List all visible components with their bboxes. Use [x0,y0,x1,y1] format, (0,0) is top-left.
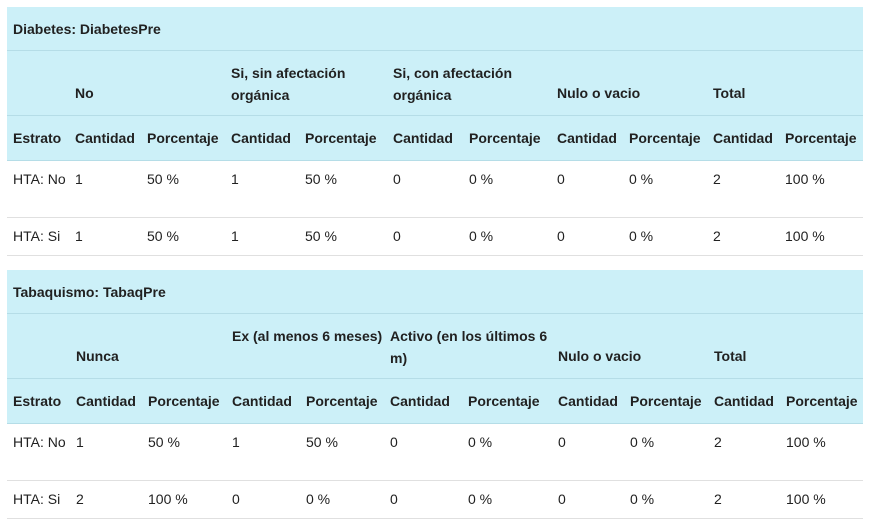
table-cell: 100 % [780,480,864,519]
column-header: Porcentaje [780,378,864,424]
column-header: Cantidad [384,378,462,424]
column-header: Cantidad [551,115,623,161]
table-cell: 0 [384,423,462,481]
table-cell: 1 [225,217,299,256]
table-cell: 2 [708,480,780,519]
group-header-empty [7,313,70,379]
table-cell: 100 % [779,217,864,256]
group-header: Nulo o vacio [552,313,708,379]
group-header-empty [7,50,69,116]
column-header: Cantidad [70,378,142,424]
group-header: Ex (al menos 6 meses) [226,313,384,379]
column-header: Cantidad [225,115,299,161]
group-header: Activo (en los últimos 6 m) [384,313,552,379]
table-cell: 2 [707,217,779,256]
table-row: HTA: Si 1 50 % 1 50 % 0 0 % 0 0 % 2 100 … [7,217,864,256]
table-cell: HTA: No [7,160,69,218]
table-cell: 0 % [462,423,552,481]
table-cell: 0 % [623,160,707,218]
table-cell: 0 % [462,480,552,519]
column-header: Porcentaje [141,115,225,161]
table-cell: 1 [226,423,300,481]
table-cell: 2 [70,480,142,519]
table-cell: 0 [387,217,463,256]
column-header: Estrato [7,378,70,424]
column-header: Cantidad [69,115,141,161]
column-header: Porcentaje [624,378,708,424]
table-cell: 2 [708,423,780,481]
table-cell: 100 % [779,160,864,218]
table-diabetes-wrap: Diabetes: DiabetesPre No Si, sin afectac… [7,7,864,256]
table-cell: 50 % [299,217,387,256]
column-header: Cantidad [387,115,463,161]
table-cell: 1 [70,423,142,481]
group-header: Nulo o vacio [551,50,707,116]
table-cell: HTA: No [7,423,70,481]
column-header: Porcentaje [779,115,864,161]
table-title: Diabetes: DiabetesPre [7,7,864,51]
table-cell: 0 % [624,423,708,481]
table-cell: 1 [225,160,299,218]
stats-table-diabetes: Diabetes: DiabetesPre No Si, sin afectac… [7,7,864,256]
table-cell: 50 % [299,160,387,218]
table-row: HTA: No 1 50 % 1 50 % 0 0 % 0 0 % 2 100 … [7,423,864,481]
column-header: Porcentaje [463,115,551,161]
column-header: Estrato [7,115,69,161]
column-header: Porcentaje [299,115,387,161]
group-header: Nunca [70,313,226,379]
table-cell: 50 % [141,160,225,218]
column-header: Porcentaje [623,115,707,161]
table-cell: HTA: Si [7,217,69,256]
group-header: Total [708,313,864,379]
table-cell: 0 [384,480,462,519]
table-cell: 0 % [300,480,384,519]
table-cell: 0 % [624,480,708,519]
table-cell: 0 [551,160,623,218]
table-title: Tabaquismo: TabaqPre [7,270,864,314]
table-cell: 0 [551,217,623,256]
group-header: No [69,50,225,116]
table-cell: 0 [552,423,624,481]
column-header: Porcentaje [300,378,384,424]
group-header: Si, con afectación orgánica [387,50,551,116]
group-header: Si, sin afectación orgánica [225,50,387,116]
table-cell: 50 % [141,217,225,256]
table-cell: 50 % [142,423,226,481]
column-header: Cantidad [707,115,779,161]
table-cell: 50 % [300,423,384,481]
column-header: Cantidad [552,378,624,424]
table-cell: 0 % [463,217,551,256]
column-header: Porcentaje [142,378,226,424]
table-cell: 0 % [623,217,707,256]
table-cell: 1 [69,160,141,218]
table-cell: 0 [226,480,300,519]
table-cell: HTA: Si [7,480,70,519]
table-tabaquismo-wrap: Tabaquismo: TabaqPre Nunca Ex (al menos … [7,270,864,519]
column-header: Cantidad [226,378,300,424]
table-row: HTA: Si 2 100 % 0 0 % 0 0 % 0 0 % 2 100 … [7,480,864,519]
table-cell: 100 % [142,480,226,519]
table-row: HTA: No 1 50 % 1 50 % 0 0 % 0 0 % 2 100 … [7,160,864,218]
stats-table-tabaquismo: Tabaquismo: TabaqPre Nunca Ex (al menos … [7,270,864,519]
table-cell: 0 [387,160,463,218]
table-cell: 2 [707,160,779,218]
column-header: Cantidad [708,378,780,424]
group-header: Total [707,50,864,116]
column-header: Porcentaje [462,378,552,424]
table-cell: 100 % [780,423,864,481]
table-cell: 0 [552,480,624,519]
table-cell: 1 [69,217,141,256]
table-cell: 0 % [463,160,551,218]
